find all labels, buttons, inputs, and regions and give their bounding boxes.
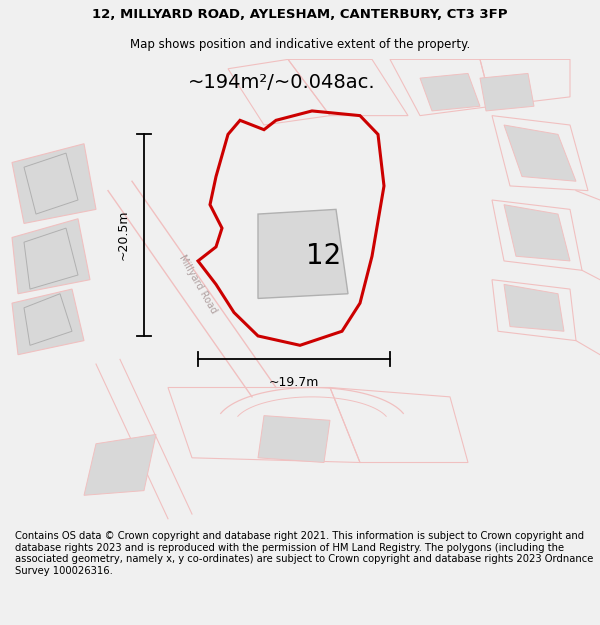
Text: Contains OS data © Crown copyright and database right 2021. This information is : Contains OS data © Crown copyright and d… <box>15 531 593 576</box>
Polygon shape <box>504 125 576 181</box>
Text: Millyard Road: Millyard Road <box>177 253 219 316</box>
Text: ~194m²/~0.048ac.: ~194m²/~0.048ac. <box>188 73 376 92</box>
Polygon shape <box>84 434 156 495</box>
Text: ~19.7m: ~19.7m <box>269 376 319 389</box>
Polygon shape <box>12 144 96 223</box>
Polygon shape <box>24 294 72 345</box>
Polygon shape <box>24 228 78 289</box>
Polygon shape <box>480 73 534 111</box>
Polygon shape <box>24 153 78 214</box>
Text: 12: 12 <box>307 242 341 270</box>
Polygon shape <box>258 416 330 462</box>
Text: 12, MILLYARD ROAD, AYLESHAM, CANTERBURY, CT3 3FP: 12, MILLYARD ROAD, AYLESHAM, CANTERBURY,… <box>92 8 508 21</box>
Text: Map shows position and indicative extent of the property.: Map shows position and indicative extent… <box>130 38 470 51</box>
Polygon shape <box>420 73 480 111</box>
Polygon shape <box>12 219 90 294</box>
Polygon shape <box>504 284 564 331</box>
Text: ~20.5m: ~20.5m <box>116 210 130 261</box>
Polygon shape <box>504 205 570 261</box>
Polygon shape <box>12 289 84 355</box>
Polygon shape <box>258 209 348 298</box>
